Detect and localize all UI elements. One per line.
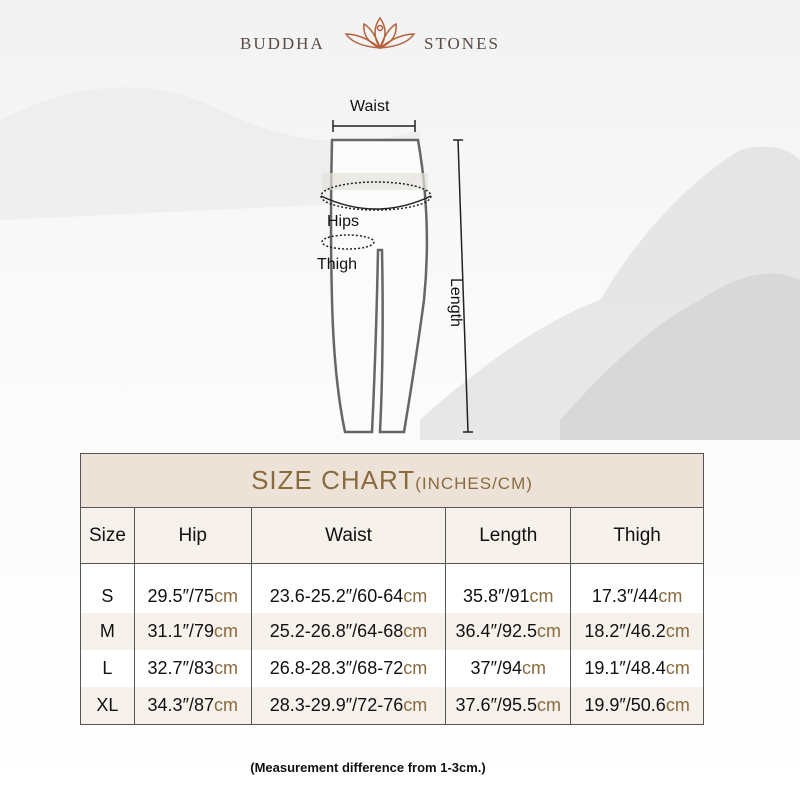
col-thigh: Thigh [570,507,704,564]
measurement-cell: 19.1″/48.4cm [570,649,704,687]
size-chart-table: SIZE CHART(INCHES/CM) Size Hip Waist Len… [80,453,704,725]
col-hip: Hip [133,507,252,564]
thigh-label: Thigh [317,256,358,273]
brand-right: STONES [424,34,500,53]
measurement-cell: 36.4″/92.5cm [445,612,572,650]
size-cell: S [80,563,135,613]
size-chart-title: SIZE CHART(INCHES/CM) [80,453,704,508]
hips-label: Hips [327,213,360,230]
measurement-note: (Measurement difference from 1-3cm.) [250,760,486,775]
measurement-cell: 23.6-25.2″/60-64cm [250,563,447,613]
col-length: Length [445,507,572,564]
measurement-cell: 17.3″/44cm [570,563,704,613]
measurement-cell: 19.9″/50.6cm [570,686,704,725]
measurement-cell: 25.2-26.8″/64-68cm [250,612,447,650]
measurement-cell: 18.2″/46.2cm [570,612,704,650]
table-row: XL 34.3″/87cm 28.3-29.9″/72-76cm 37.6″/95.5… [80,686,704,725]
leggings-diagram: Waist Hips Thigh Length [317,98,473,434]
col-waist: Waist [250,507,447,564]
waist-label: Waist [350,98,390,115]
col-size: Size [80,507,135,564]
measurement-cell: 29.5″/75cm [133,563,252,613]
brand-left: BUDDHA [240,34,325,53]
measurement-cell: 37″/94cm [445,649,572,687]
lotus-icon [344,16,416,50]
measurement-cell: 32.7″/83cm [133,649,252,687]
size-cell: XL [80,686,135,725]
measurement-cell: 26.8-28.3″/68-72cm [250,649,447,687]
measurement-cell: 34.3″/87cm [133,686,252,725]
length-label: Length [447,278,464,327]
table-row: S 29.5″/75cm 23.6-25.2″/60-64cm 35.8″/91cm 1… [80,563,704,613]
header-row: Size Hip Waist Length Thigh [80,507,704,564]
measurement-cell: 28.3-29.9″/72-76cm [250,686,447,725]
brand-logo: BUDDHA STONES [0,16,800,60]
table-row: L 32.7″/83cm 26.8-28.3″/68-72cm 37″/94cm 19.… [80,649,704,687]
table-row: M 31.1″/79cm 25.2-26.8″/64-68cm 36.4″/92.5c… [80,612,704,650]
measurement-cell: 31.1″/79cm [133,612,252,650]
measurement-cell: 37.6″/95.5cm [445,686,572,725]
measurement-cell: 35.8″/91cm [445,563,572,613]
size-cell: M [80,612,135,650]
size-cell: L [80,649,135,687]
leggings-outline [320,120,473,434]
